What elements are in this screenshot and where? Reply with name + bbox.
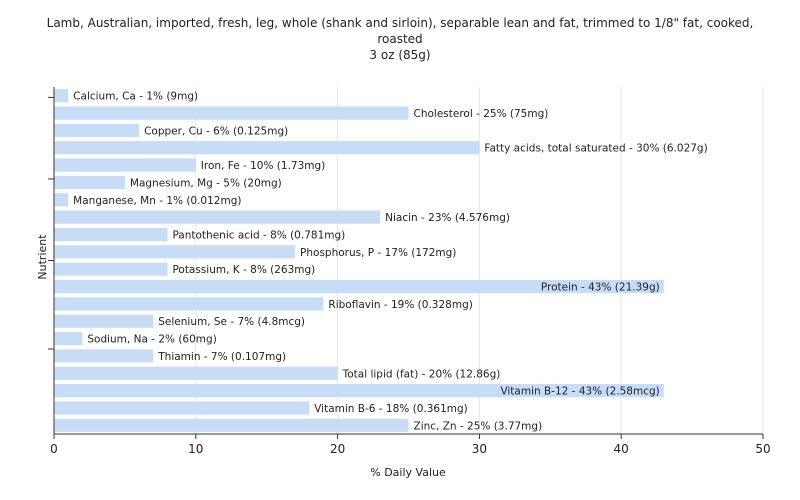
bar	[54, 418, 409, 432]
bar	[54, 349, 154, 363]
bar-label: Pantothenic acid - 8% (0.781mg)	[172, 229, 345, 241]
bar-label: Zinc, Zn - 25% (3.77mg)	[414, 420, 543, 432]
bar-label: Calcium, Ca - 1% (9mg)	[73, 91, 198, 103]
bar	[54, 262, 168, 276]
x-axis-label: % Daily Value	[370, 466, 446, 479]
chart-title-line-2: roasted	[377, 32, 422, 46]
bar-label: Manganese, Mn - 1% (0.012mg)	[73, 195, 241, 207]
bar-label: Protein - 43% (21.39g)	[541, 282, 660, 294]
bar-label: Vitamin B-12 - 43% (2.58mcg)	[500, 386, 659, 398]
chart-subtitle: 3 oz (85g)	[369, 48, 430, 62]
bar	[54, 89, 69, 103]
x-tick-label: 50	[755, 442, 770, 456]
gridlines	[195, 87, 764, 434]
bar	[54, 401, 310, 415]
bar-label: Sodium, Na - 2% (60mg)	[87, 334, 216, 346]
x-tick-label: 0	[50, 442, 58, 456]
chart-title-line-1: Lamb, Australian, imported, fresh, leg, …	[47, 16, 754, 30]
bar	[54, 175, 125, 190]
bar	[54, 193, 69, 207]
bar	[54, 297, 324, 311]
x-tick-label: 30	[472, 442, 487, 456]
bar	[54, 210, 381, 224]
bar	[54, 366, 338, 380]
bar-label: Riboflavin - 19% (0.328mg)	[328, 299, 472, 311]
bar-label: Phosphorus, P - 17% (172mg)	[300, 247, 456, 259]
bar	[54, 106, 409, 120]
bar-label: Vitamin B-6 - 18% (0.361mg)	[314, 403, 468, 415]
x-tick-label: 20	[330, 442, 345, 456]
x-tick-label: 40	[614, 442, 629, 456]
y-axis-label: Nutrient	[36, 234, 49, 280]
bar-label: Potassium, K - 8% (263mg)	[172, 264, 315, 276]
bar	[54, 384, 664, 398]
bar	[54, 331, 83, 346]
bars: Calcium, Ca - 1% (9mg) Cholesterol - 25% …	[54, 89, 708, 432]
bar-label: Fatty acids, total saturated - 30% (6.02…	[484, 143, 707, 155]
bar-label: Iron, Fe - 10% (1.73mg)	[201, 160, 325, 172]
bar	[54, 158, 196, 172]
bar-label: Total lipid (fat) - 20% (12.86g)	[342, 368, 501, 380]
bar-label: Magnesium, Mg - 5% (20mg)	[130, 177, 282, 189]
axes: 0 10 20 30 40 50	[48, 87, 771, 456]
chart-title: Lamb, Australian, imported, fresh, leg, …	[47, 16, 754, 62]
bar-label: Thiamin - 7% (0.107mg)	[157, 351, 286, 363]
bar	[54, 141, 480, 155]
bar-label: Cholesterol - 25% (75mg)	[414, 108, 549, 120]
bar	[54, 245, 296, 259]
bar	[54, 227, 168, 242]
bar	[54, 123, 140, 137]
bar	[54, 279, 664, 294]
bar-label: Copper, Cu - 6% (0.125mg)	[144, 125, 288, 137]
x-tick-label: 10	[188, 442, 203, 456]
bar	[54, 314, 154, 328]
bar-label: Selenium, Se - 7% (4.8mcg)	[158, 316, 305, 328]
bar-label: Niacin - 23% (4.576mg)	[385, 212, 510, 224]
